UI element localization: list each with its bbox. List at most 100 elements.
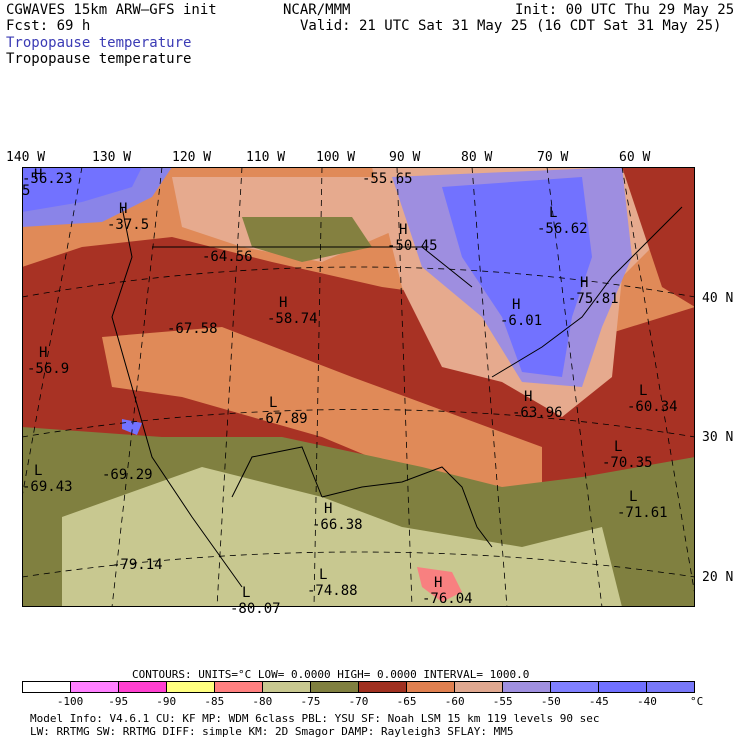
legend-swatch	[23, 682, 71, 692]
forecast-hour: Fcst: 69 h	[6, 18, 91, 34]
tropopause-temperature-map: -56.23 -55.65 H -37.5 H -50.45 L -56.62 -64.56 H -…	[1, 166, 698, 617]
high-marker: H	[34, 167, 43, 183]
annotation-value: -71.61	[617, 505, 668, 521]
annotation-value: -56.23	[22, 171, 73, 187]
legend-tick-label: -65	[396, 695, 417, 708]
annotation-value: 5	[22, 183, 31, 199]
annotation-value: -76.04	[422, 591, 473, 607]
map-annotation: L -71.61	[617, 489, 668, 521]
map-annotation: L -74.88	[307, 567, 358, 599]
low-marker: L	[319, 567, 328, 583]
legend-swatch	[311, 682, 359, 692]
annotation-value: -70.35	[602, 455, 653, 471]
legend-tick-label: -50	[540, 695, 561, 708]
graticule	[1, 166, 698, 608]
lon-label: 130 W	[92, 150, 132, 165]
map-annotation: L -70.35	[602, 439, 653, 471]
legend-tick-label: -80	[252, 695, 273, 708]
physics-info: LW: RRTMG SW: RRTMG DIFF: simple KM: 2D …	[30, 725, 514, 738]
low-marker: L	[34, 463, 43, 479]
legend-tick-label: -45	[588, 695, 609, 708]
lon-label: 120 W	[172, 150, 212, 165]
annotation-value: -50.45	[387, 238, 438, 254]
field-name-shaded: Tropopause temperature	[6, 35, 192, 51]
legend-tick-label: -75	[300, 695, 321, 708]
shade-olive-plains	[242, 217, 372, 262]
annotation-value: -56.9	[27, 361, 70, 377]
low-marker: L	[549, 205, 558, 221]
low-marker: L	[639, 383, 648, 399]
annotation-value: -69.43	[22, 479, 73, 495]
lon-label: 90 W	[389, 150, 421, 165]
coastlines	[111, 206, 683, 588]
legend-swatch	[599, 682, 647, 692]
annotation-value: -56.62	[537, 221, 588, 237]
legend-tick-label: -70	[348, 695, 369, 708]
init-time: Init: 00 UTC Thu 29 May 25	[515, 2, 735, 18]
legend-swatch	[503, 682, 551, 692]
model-title: CGWAVES 15km ARW–GFS init	[6, 2, 217, 18]
low-marker: L	[614, 439, 623, 455]
lon-label: 70 W	[537, 150, 569, 165]
map-annotation: -55.65	[362, 171, 413, 187]
high-marker: H	[524, 389, 533, 405]
map-frame	[22, 167, 695, 607]
model-info: Model Info: V4.6.1 CU: KF MP: WDM 6class…	[30, 712, 600, 725]
legend-tick-label: -55	[492, 695, 513, 708]
map-annotation: H -66.38	[312, 501, 363, 533]
map-annotation: H -76.04	[422, 575, 473, 607]
map-annotation: H -75.81	[568, 275, 619, 307]
lon-label: 110 W	[246, 150, 286, 165]
annotation-value: -67.89	[257, 411, 308, 427]
legend-swatch	[551, 682, 599, 692]
legend-swatch	[215, 682, 263, 692]
map-canvas	[1, 166, 698, 608]
field-name-contour: Tropopause temperature	[6, 51, 192, 67]
low-marker: L	[629, 489, 638, 505]
shade-blue-patch	[122, 419, 142, 435]
map-annotation: H -56.9	[27, 345, 69, 377]
legend-tick-label: -95	[108, 695, 129, 708]
annotation-value: -75.81	[568, 291, 619, 307]
annotation-value: -63.96	[512, 405, 563, 421]
high-marker: H	[279, 295, 288, 311]
map-annotation: -79.14	[112, 557, 163, 573]
legend-tick-label: -100	[56, 695, 84, 708]
map-annotation: -64.56	[202, 249, 253, 265]
legend-tick-label: -90	[156, 695, 177, 708]
contours-info: CONTOURS: UNITS=°C LOW= 0.0000 HIGH= 0.0…	[132, 668, 530, 681]
org-label: NCAR/MMM	[283, 2, 351, 18]
legend-swatch	[119, 682, 167, 692]
map-annotation: H -50.45	[387, 222, 438, 254]
low-marker: L	[242, 585, 251, 601]
high-marker: H	[39, 345, 48, 361]
annotation-value: -67.58	[167, 321, 218, 337]
lat-label: 40 N	[702, 291, 734, 306]
lat-label: 20 N	[702, 570, 734, 585]
legend-swatch	[167, 682, 215, 692]
annotation-value: -69.29	[102, 467, 153, 483]
high-marker: H	[324, 501, 333, 517]
lon-label: 140 W	[6, 150, 46, 165]
legend-swatch	[263, 682, 311, 692]
shade-orange-band	[102, 327, 542, 497]
map-annotation: H -37.5	[107, 201, 149, 233]
map-annotation: L -67.89	[257, 395, 308, 427]
high-marker: H	[434, 575, 443, 591]
map-annotation: L -80.07	[230, 585, 281, 617]
map-annotation: -69.29	[102, 467, 153, 483]
shade-tan-south	[62, 467, 622, 607]
high-marker: H	[512, 297, 521, 313]
annotation-value: -64.56	[202, 249, 253, 265]
map-annotation: L -69.43	[22, 463, 73, 495]
legend-tick-label: -60	[444, 695, 465, 708]
legend-swatch	[407, 682, 455, 692]
legend-swatch	[647, 682, 694, 692]
high-marker: H	[119, 201, 128, 217]
legend-swatch	[455, 682, 503, 692]
high-marker: H	[399, 222, 408, 238]
map-annotation: L -56.62	[537, 205, 588, 237]
annotation-value: -79.14	[112, 557, 163, 573]
annotation-value: -55.65	[362, 171, 413, 187]
